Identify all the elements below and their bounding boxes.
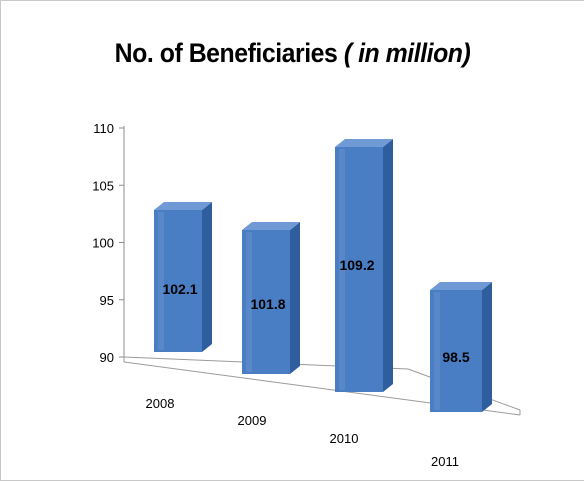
bar-side-face [202, 202, 212, 352]
bar-side-face [482, 282, 492, 412]
y-tick-label: 100 [92, 236, 114, 251]
y-tick-label: 95 [100, 293, 114, 308]
y-tick-label: 110 [93, 121, 114, 136]
bar-top-face [430, 282, 492, 290]
x-tick-label-2010: 2010 [330, 431, 359, 446]
chart-title: No. of Beneficiaries ( in million) [23, 38, 561, 69]
bar-layer [154, 139, 492, 412]
chart-title-main: No. of Beneficiaries [114, 38, 338, 68]
y-tick-label: 105 [92, 178, 114, 193]
bar-top-face [242, 222, 300, 230]
x-tick-label-2011: 2011 [431, 454, 459, 469]
bar-2010 [335, 139, 393, 392]
bar-front-face [335, 147, 383, 392]
bar-highlight [246, 232, 252, 372]
bar-top-face [335, 139, 393, 147]
bar-2009 [242, 222, 300, 374]
data-label-2010: 109.2 [339, 257, 374, 273]
bar-front-face [242, 230, 290, 374]
x-tick-label-2009: 2009 [238, 413, 267, 428]
bar-front-face [154, 210, 202, 352]
bar-side-face [383, 139, 393, 392]
data-label-2008: 102.1 [162, 281, 197, 297]
bar-highlight [339, 149, 345, 390]
y-tick-label: 90 [100, 350, 114, 365]
bar-2008 [154, 202, 212, 352]
chart-title-unit: ( in million) [343, 38, 471, 68]
label-layer: 102.1 101.8 109.2 98.5 [162, 257, 469, 365]
data-label-2011: 98.5 [442, 349, 469, 365]
bar-highlight [158, 212, 164, 350]
bar-2011 [430, 282, 492, 412]
bar-highlight [434, 292, 440, 410]
bar-top-face [154, 202, 212, 210]
bar-front-face [430, 290, 482, 412]
x-tick-label-2008: 2008 [146, 396, 175, 411]
data-label-2009: 101.8 [250, 296, 285, 312]
bar-side-face [290, 222, 300, 374]
